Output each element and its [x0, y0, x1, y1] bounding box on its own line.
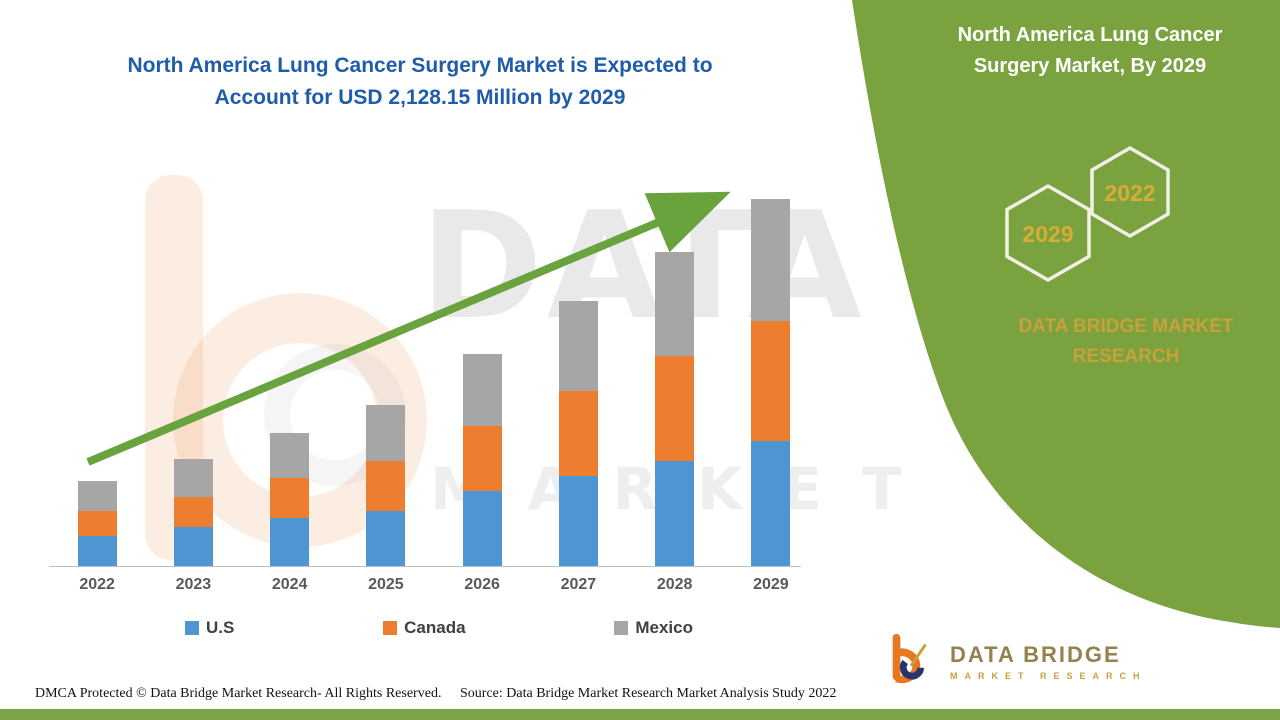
- bar-segment-us-2022: [77, 535, 117, 566]
- bar-stack-2023: [173, 458, 213, 566]
- bar-segment-mexico-2027: [558, 301, 598, 392]
- x-axis-label-2029: 2029: [753, 576, 789, 593]
- x-axis-label-2024: 2024: [271, 576, 308, 593]
- bar-group-2026: [434, 150, 530, 566]
- bar-group-2029: [723, 150, 819, 566]
- legend-label-us: U.S: [206, 618, 235, 637]
- bar-stack-2028: [655, 252, 695, 566]
- legend-swatch-canada: [383, 621, 398, 635]
- legend-swatch-us: [185, 621, 199, 635]
- bar-segment-us-2024: [270, 518, 310, 566]
- x-axis-label-2026: 2026: [464, 576, 500, 593]
- legend-label-mexico: Mexico: [635, 618, 693, 637]
- bar-segment-canada-2027: [558, 391, 598, 476]
- bar-group-2023: [145, 150, 241, 566]
- page-title-line1: North America Lung Cancer Surgery Market…: [127, 54, 713, 77]
- bar-stack-2025: [366, 405, 406, 566]
- bar-segment-mexico-2026: [462, 353, 502, 426]
- bottom-green-strip: [0, 709, 1280, 720]
- stacked-bar-chart: [49, 150, 819, 567]
- legend-item-canada: Canada: [383, 618, 466, 638]
- hexagon-2022-label: 2022: [1104, 180, 1156, 206]
- side-panel-brand-line1: DATA BRIDGE MARKET: [1018, 316, 1234, 337]
- bar-segment-canada-2022: [77, 510, 117, 536]
- bar-segment-mexico-2022: [77, 481, 117, 511]
- bar-segment-canada-2024: [270, 478, 310, 519]
- bar-segment-canada-2025: [366, 460, 406, 511]
- databridge-logo-subtitle: MARKET RESEARCH: [950, 670, 1147, 681]
- side-panel-brand-line2: RESEARCH: [1072, 346, 1180, 367]
- bar-segment-canada-2023: [173, 497, 213, 527]
- bar-segment-mexico-2028: [655, 252, 695, 357]
- bar-segment-canada-2026: [462, 425, 502, 491]
- side-panel-title: North America Lung Cancer Surgery Market…: [940, 20, 1240, 82]
- x-axis-label-2028: 2028: [656, 576, 693, 593]
- source-note: Source: Data Bridge Market Research Mark…: [460, 686, 837, 701]
- x-axis-line: [49, 566, 801, 567]
- bar-group-2027: [530, 150, 626, 566]
- bar-group-2025: [338, 150, 434, 566]
- bar-segment-canada-2029: [751, 321, 791, 441]
- bar-segment-mexico-2025: [366, 405, 406, 461]
- bar-segment-canada-2028: [655, 356, 695, 461]
- bar-stack-2024: [270, 433, 310, 566]
- bar-stack-2022: [77, 481, 117, 566]
- legend-item-us: U.S: [185, 618, 234, 638]
- databridge-logo-name: DATA BRIDGE: [950, 641, 1121, 667]
- bar-segment-mexico-2023: [173, 458, 213, 498]
- bar-segment-mexico-2029: [751, 199, 791, 322]
- dmca-notice: DMCA Protected © Data Bridge Market Rese…: [35, 686, 442, 701]
- bar-group-2028: [627, 150, 723, 566]
- bar-group-2024: [242, 150, 338, 566]
- bars-row: [49, 150, 819, 566]
- bar-group-2022: [49, 150, 145, 566]
- bar-segment-us-2027: [558, 475, 598, 566]
- x-axis-label-2027: 2027: [560, 576, 597, 593]
- x-axis-label-2025: 2025: [368, 576, 404, 593]
- bar-segment-us-2029: [751, 440, 791, 566]
- legend-item-mexico: Mexico: [614, 618, 693, 638]
- bar-stack-2027: [558, 301, 598, 566]
- page-title-line2: Account for USD 2,128.15 Million by 2029: [214, 86, 626, 109]
- bar-segment-us-2023: [173, 526, 213, 566]
- legend-swatch-mexico: [614, 621, 629, 635]
- side-panel-brand: DATA BRIDGE MARKET RESEARCH: [990, 312, 1262, 372]
- x-axis-labels: 2022 2023 2024 2025 2026 2027 2028 2029: [49, 576, 819, 594]
- bar-segment-us-2028: [655, 460, 695, 566]
- bar-segment-us-2026: [462, 491, 502, 566]
- side-panel-title-line1: North America Lung Cancer: [957, 24, 1223, 46]
- legend-label-canada: Canada: [404, 618, 466, 637]
- databridge-logo-text: DATA BRIDGE MARKET RESEARCH: [950, 642, 1147, 681]
- databridge-logo-icon: [892, 633, 927, 684]
- x-axis-label-2023: 2023: [175, 576, 212, 593]
- bar-stack-2029: [751, 199, 791, 566]
- bar-segment-mexico-2024: [270, 433, 310, 479]
- databridge-logo: DATA BRIDGE MARKET RESEARCH: [882, 632, 1147, 690]
- hexagon-2029-label: 2029: [1022, 221, 1074, 247]
- chart-legend: U.S Canada Mexico: [185, 618, 693, 638]
- bar-segment-us-2025: [366, 510, 406, 566]
- side-panel-title-line2: Surgery Market, By 2029: [973, 55, 1207, 77]
- x-axis-label-2022: 2022: [79, 576, 115, 593]
- bar-stack-2026: [462, 353, 502, 566]
- page-title: North America Lung Cancer Surgery Market…: [55, 50, 785, 114]
